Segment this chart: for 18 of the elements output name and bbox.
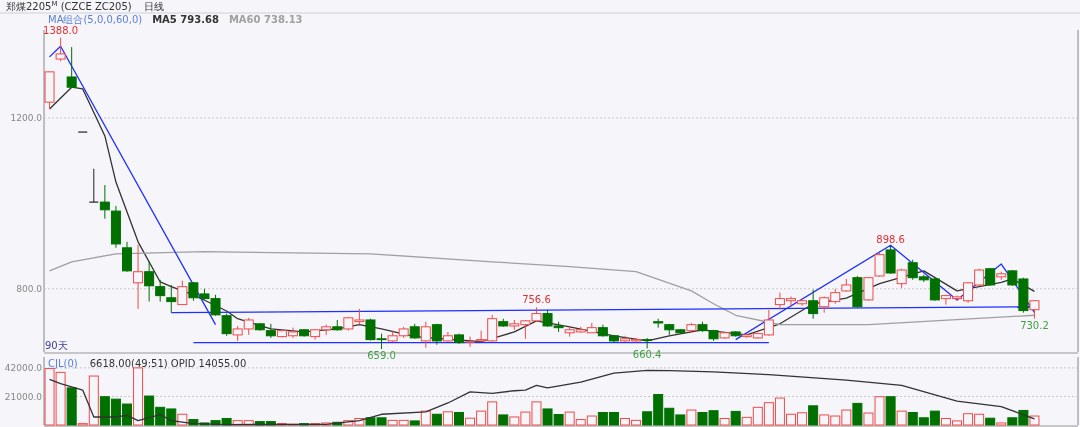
y-tick-label: 21000.0 [4,391,43,402]
annotation: 90天 [45,340,68,351]
y-tick-label: 800.0 [16,284,43,295]
y-tick-label: 42000.0 [4,363,43,374]
y-tick-label: 1200.0 [10,113,43,124]
annotation: 660.4 [632,349,662,361]
annotation: 730.2 [1020,319,1049,331]
legend-title: MA组合(5,0,0,60,0) [48,14,143,25]
chart-subtitle: 6618.00(49:51) OPID 14055.00 [89,358,247,369]
annotation: 756.6 [522,294,551,306]
text: MA60 738.13 [228,14,303,25]
text: MA5 793.68 [152,14,219,25]
chart-subtitle: 日线 [143,1,164,12]
annotation: 659.0 [367,350,396,362]
annotation: 1388.0 [43,24,79,36]
chart-title: 郑煤2205$^{M}$ (CZCE ZC205) [6,0,132,12]
annotation: 898.6 [876,233,905,245]
chart-title: CJL(0) [48,358,78,369]
